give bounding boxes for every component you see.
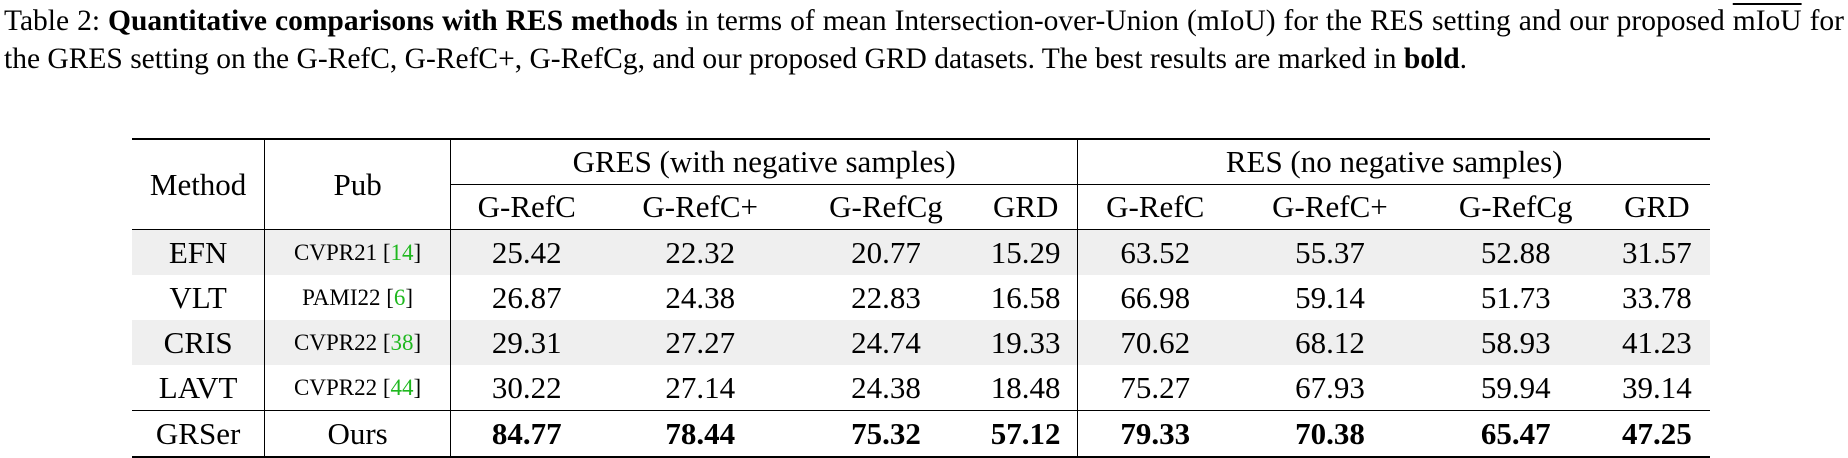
header-method: Method xyxy=(132,138,266,230)
header-res-grd: GRD xyxy=(1624,189,1690,224)
table-row: VLT PAMI22 [6] 26.87 24.38 22.83 16.58 6… xyxy=(132,275,1710,320)
caption-bold-word: bold xyxy=(1403,43,1460,75)
citation-link[interactable]: 6 xyxy=(393,284,406,310)
row-pub: CVPR21 [14] xyxy=(264,229,451,275)
cell-value: 66.98 xyxy=(1120,279,1191,315)
row-method: CRIS xyxy=(132,320,266,365)
cell-value: 63.52 xyxy=(1077,229,1233,275)
cell-value: 24.38 xyxy=(665,279,736,315)
caption-text-2: for the GRES setting on the G-RefC, G-Re… xyxy=(4,5,1844,75)
caption-overline-term: mIoU xyxy=(1732,5,1802,37)
cell-value-best: 70.38 xyxy=(1232,410,1428,458)
cell-value: 30.22 xyxy=(491,369,562,405)
cell-value: 68.12 xyxy=(1232,320,1428,365)
row-pub: Ours xyxy=(264,410,451,458)
row-method: EFN xyxy=(132,229,266,275)
cell-value-best: 79.33 xyxy=(1077,410,1233,458)
cell-value: 59.94 xyxy=(1480,369,1551,405)
header-gres-grd: GRD xyxy=(974,184,1079,230)
cell-value-best: 65.47 xyxy=(1427,410,1604,458)
table-row: EFN CVPR21 [14] 25.42 22.32 20.77 15.29 … xyxy=(132,229,1710,275)
row-method: VLT xyxy=(132,275,266,320)
cell-value-best: 75.32 xyxy=(797,410,975,458)
cell-value: 58.93 xyxy=(1427,320,1604,365)
caption-label: Table 2: xyxy=(4,5,101,37)
cell-value: 39.14 xyxy=(1622,369,1692,405)
header-res-g-refcg: G-RefCg xyxy=(1458,189,1573,224)
cell-value: 55.37 xyxy=(1232,229,1428,275)
header-gres-g-refcg: G-RefCg xyxy=(829,189,943,224)
row-pub: CVPR22 [38] xyxy=(264,320,451,365)
cell-value: 31.57 xyxy=(1603,229,1710,275)
cell-value: 25.42 xyxy=(450,229,603,275)
cell-value: 24.74 xyxy=(797,320,975,365)
caption-text-1: in terms of mean Intersection-over-Union… xyxy=(677,5,1733,37)
table-row: CRIS CVPR22 [38] 29.31 27.27 24.74 19.33… xyxy=(132,320,1710,365)
cell-value-best: 57.12 xyxy=(974,410,1079,458)
cell-value: 67.93 xyxy=(1295,369,1365,405)
row-pub: CVPR22 [44] xyxy=(264,365,451,411)
table-row-ours: GRSer Ours 84.77 78.44 75.32 57.12 79.33… xyxy=(132,410,1710,458)
cell-value: 27.14 xyxy=(665,369,736,405)
cell-value: 59.14 xyxy=(1295,279,1365,315)
cell-value: 27.27 xyxy=(602,320,798,365)
cell-value: 22.32 xyxy=(602,229,798,275)
cell-value: 33.78 xyxy=(1622,279,1692,315)
cell-value: 20.77 xyxy=(797,229,975,275)
cell-value-best: 84.77 xyxy=(450,410,603,458)
cell-value-best: 78.44 xyxy=(602,410,798,458)
cell-value: 22.83 xyxy=(851,279,921,315)
header-gres-g-refc-plus: G-RefC+ xyxy=(642,189,759,224)
cell-value: 16.58 xyxy=(974,275,1079,320)
cell-value: 29.31 xyxy=(450,320,603,365)
cell-value: 19.33 xyxy=(974,320,1079,365)
row-pub: PAMI22 [6] xyxy=(264,275,451,320)
cell-value: 41.23 xyxy=(1603,320,1710,365)
cell-value: 70.62 xyxy=(1077,320,1233,365)
comparison-table: Method Pub GRES (with negative samples) … xyxy=(132,138,1710,458)
citation-link[interactable]: 38 xyxy=(390,329,414,355)
row-method: GRSer xyxy=(132,410,266,458)
caption-bold-lead: Quantitative comparisons with RES method… xyxy=(108,5,678,37)
cell-value: 51.73 xyxy=(1480,279,1551,315)
header-gres-g-refc: G-RefC xyxy=(477,189,576,224)
table-row: LAVT CVPR22 [44] 30.22 27.14 24.38 18.48… xyxy=(132,365,1710,411)
table-caption: Table 2: Quantitative comparisons with R… xyxy=(4,2,1844,78)
header-pub: Pub xyxy=(264,138,451,230)
cell-value: 75.27 xyxy=(1120,369,1191,405)
cell-value: 15.29 xyxy=(974,229,1079,275)
row-method: LAVT xyxy=(132,365,266,411)
cell-value: 18.48 xyxy=(974,365,1079,411)
header-res-group: RES (no negative samples) xyxy=(1077,138,1710,185)
cell-value: 24.38 xyxy=(851,369,921,405)
cell-value: 52.88 xyxy=(1427,229,1604,275)
caption-text-end: . xyxy=(1459,43,1468,75)
cell-value: 26.87 xyxy=(491,279,562,315)
header-res-g-refc-plus: G-RefC+ xyxy=(1272,189,1388,224)
citation-link[interactable]: 14 xyxy=(390,239,414,265)
header-res-g-refc: G-RefC xyxy=(1106,189,1205,224)
citation-link[interactable]: 44 xyxy=(390,374,414,400)
header-gres-group: GRES (with negative samples) xyxy=(450,138,1079,185)
cell-value-best: 47.25 xyxy=(1603,410,1710,458)
